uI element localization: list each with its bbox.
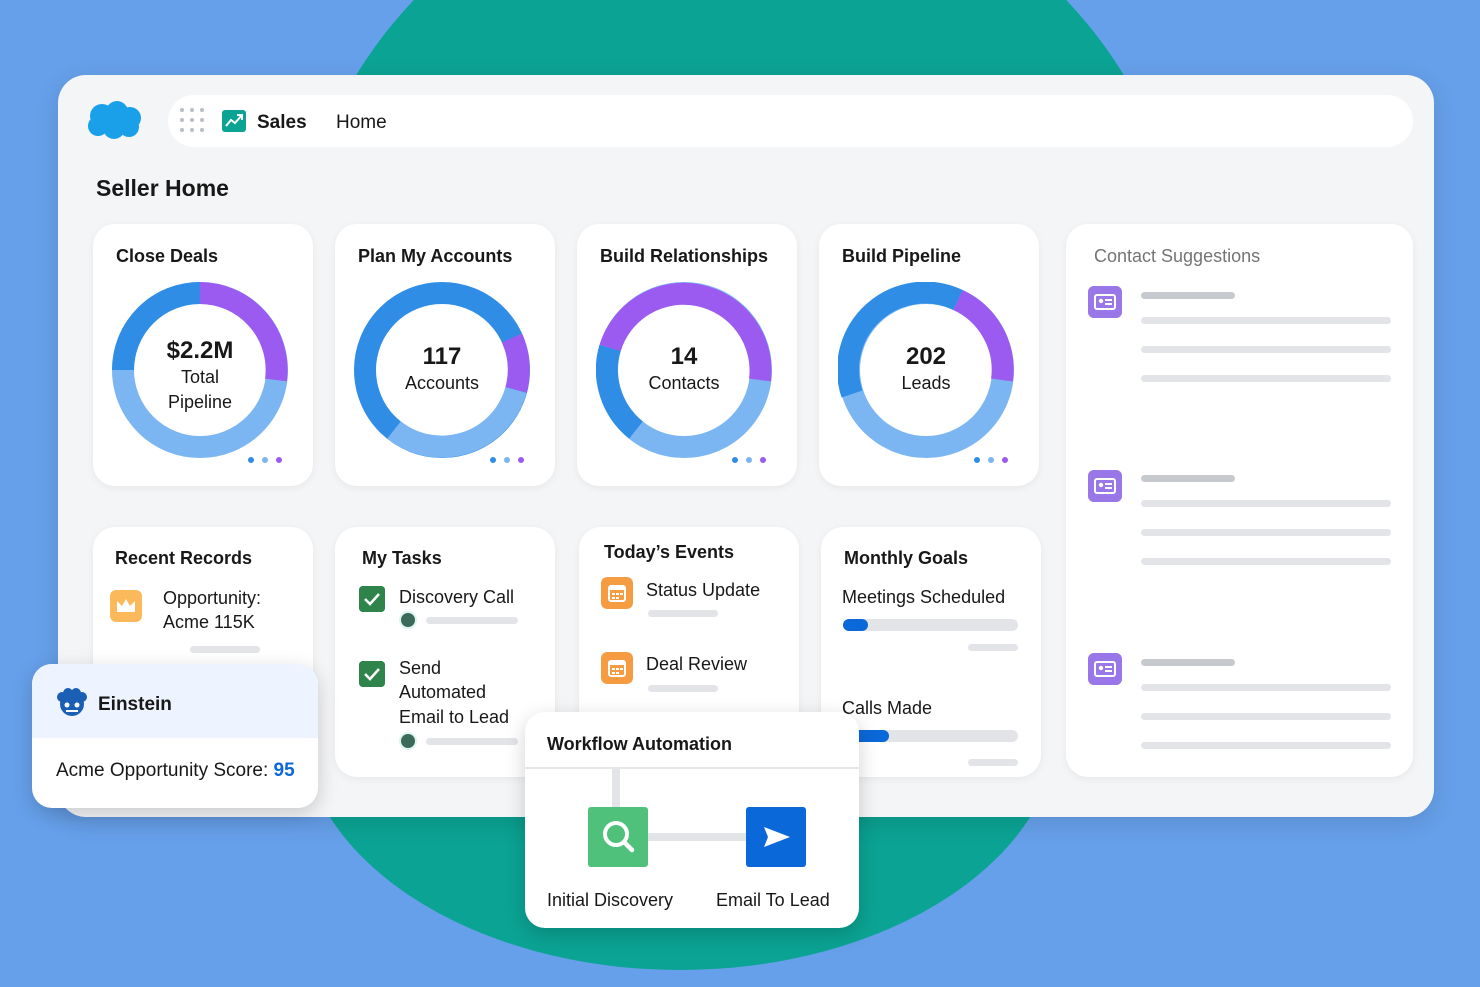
task-label[interactable]: Discovery Call bbox=[399, 587, 515, 607]
placeholder-line bbox=[1141, 500, 1391, 507]
carousel-dots[interactable] bbox=[732, 457, 772, 465]
donut-label: Total bbox=[180, 367, 220, 387]
calendar-icon bbox=[601, 652, 633, 684]
checkbox-checked-icon[interactable] bbox=[359, 661, 385, 687]
page-title: Seller Home bbox=[96, 175, 229, 201]
donut-label: Accounts bbox=[404, 373, 480, 393]
placeholder-line bbox=[426, 617, 518, 624]
calendar-icon bbox=[601, 577, 633, 609]
donut-value: 14 bbox=[670, 343, 698, 370]
donut-value: 202 bbox=[905, 343, 947, 370]
step-label: Email To Lead bbox=[716, 890, 830, 910]
carousel-dots[interactable] bbox=[490, 457, 530, 465]
placeholder-line bbox=[426, 738, 518, 745]
goal-label: Meetings Scheduled bbox=[842, 587, 1006, 607]
placeholder-line bbox=[968, 644, 1018, 651]
navigation-bar bbox=[168, 95, 1413, 147]
placeholder-line bbox=[648, 685, 718, 692]
placeholder-line bbox=[1141, 346, 1391, 353]
donut-value: $2.2M bbox=[166, 337, 234, 364]
einstein-panel[interactable]: Einstein Acme Opportunity Score: 95 bbox=[32, 664, 318, 808]
progress-fill bbox=[843, 619, 868, 631]
placeholder-line bbox=[190, 646, 260, 653]
contact-card-icon[interactable] bbox=[1088, 653, 1122, 685]
task-label[interactable]: Automated bbox=[399, 682, 487, 702]
placeholder-line bbox=[1141, 475, 1235, 482]
task-label[interactable]: Send bbox=[399, 658, 442, 678]
avatar bbox=[399, 732, 417, 750]
carousel-dots[interactable] bbox=[974, 457, 1014, 465]
contacts-donut bbox=[596, 282, 772, 458]
card-title: Monthly Goals bbox=[844, 548, 969, 568]
record-link[interactable]: Opportunity: bbox=[163, 588, 262, 608]
tab-home[interactable]: Home bbox=[336, 112, 387, 133]
connector-line bbox=[612, 769, 620, 807]
record-link[interactable]: Acme 115K bbox=[163, 612, 255, 632]
card-title: Contact Suggestions bbox=[1094, 246, 1261, 266]
sales-chart-icon bbox=[222, 110, 246, 132]
search-icon[interactable] bbox=[588, 807, 648, 867]
card-title: Build Relationships bbox=[600, 246, 769, 266]
meetings-progress-bar bbox=[843, 619, 1018, 631]
card-title: Close Deals bbox=[116, 246, 219, 266]
placeholder-line bbox=[1141, 529, 1391, 536]
placeholder-line bbox=[1141, 558, 1391, 565]
donut-label: Leads bbox=[901, 373, 951, 393]
leads-donut bbox=[838, 282, 1014, 458]
connector-line bbox=[648, 833, 748, 841]
workflow-automation-panel[interactable]: Workflow Automation Initial Discovery Em… bbox=[525, 712, 859, 928]
score-value: 95 bbox=[273, 760, 295, 781]
card-title: Plan My Accounts bbox=[358, 246, 513, 266]
placeholder-line bbox=[1141, 375, 1391, 382]
placeholder-line bbox=[648, 610, 718, 617]
card-title: Today’s Events bbox=[604, 542, 735, 562]
donut-label: Pipeline bbox=[167, 392, 233, 412]
donut-label: Contacts bbox=[648, 373, 720, 393]
card-title: Build Pipeline bbox=[842, 246, 962, 266]
carousel-dots[interactable] bbox=[248, 457, 288, 465]
task-label[interactable]: Email to Lead bbox=[399, 707, 510, 727]
placeholder-line bbox=[968, 759, 1018, 766]
step-label: Initial Discovery bbox=[547, 890, 674, 910]
einstein-icon bbox=[57, 688, 87, 716]
card-title: My Tasks bbox=[362, 548, 442, 568]
placeholder-line bbox=[1141, 317, 1391, 324]
total-pipeline-donut bbox=[112, 282, 288, 458]
donut-value: 117 bbox=[422, 343, 462, 370]
workflow-title: Workflow Automation bbox=[547, 734, 732, 754]
accounts-donut bbox=[354, 282, 530, 458]
contact-card-icon[interactable] bbox=[1088, 286, 1122, 318]
checkbox-checked-icon[interactable] bbox=[359, 586, 385, 612]
score-label: Acme Opportunity Score: bbox=[56, 760, 269, 781]
event-label[interactable]: Status Update bbox=[646, 580, 761, 600]
send-icon[interactable] bbox=[746, 807, 806, 867]
einstein-title: Einstein bbox=[98, 694, 172, 715]
event-label[interactable]: Deal Review bbox=[646, 654, 748, 674]
my-tasks-card bbox=[335, 527, 555, 777]
placeholder-line bbox=[1141, 684, 1391, 691]
calls-progress-bar bbox=[843, 730, 1018, 742]
avatar bbox=[399, 611, 417, 629]
placeholder-line bbox=[1141, 713, 1391, 720]
placeholder-line bbox=[1141, 292, 1235, 299]
contact-card-icon[interactable] bbox=[1088, 470, 1122, 502]
app-launcher-icon[interactable] bbox=[180, 108, 206, 134]
placeholder-line bbox=[1141, 659, 1235, 666]
goal-label: Calls Made bbox=[842, 698, 933, 718]
crown-icon bbox=[110, 590, 142, 622]
app-name[interactable]: Sales bbox=[257, 112, 307, 133]
divider bbox=[525, 767, 859, 769]
salesforce-cloud-icon[interactable] bbox=[84, 100, 144, 140]
placeholder-line bbox=[1141, 742, 1391, 749]
card-title: Recent Records bbox=[115, 548, 253, 568]
